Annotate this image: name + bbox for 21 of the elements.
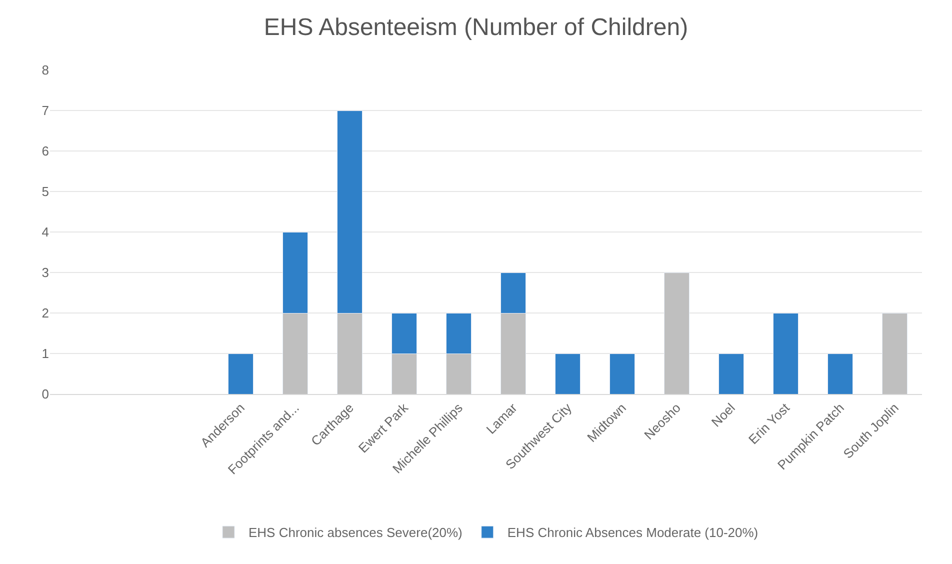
x-tick-label: Erin Yost bbox=[746, 400, 793, 448]
y-tick-label: 2 bbox=[42, 306, 49, 321]
bar bbox=[664, 272, 690, 394]
y-tick-label: 7 bbox=[42, 103, 49, 118]
bar bbox=[610, 353, 635, 394]
bar bbox=[773, 312, 798, 394]
bar bbox=[882, 312, 908, 394]
bar bbox=[828, 353, 853, 394]
y-tick-label: 4 bbox=[42, 224, 49, 240]
legend-label: EHS Chronic absences Severe(20%) bbox=[248, 525, 462, 540]
y-tick-label: 1 bbox=[42, 346, 49, 362]
bar bbox=[555, 353, 580, 394]
bar bbox=[718, 353, 744, 394]
y-tick-label: 6 bbox=[42, 144, 49, 159]
legend-label: EHS Chronic Absences Moderate (10-20%) bbox=[507, 525, 758, 540]
y-tick-label: 8 bbox=[42, 62, 49, 78]
y-tick-label: 3 bbox=[42, 265, 49, 280]
chart-title: EHS Absenteeism (Number of Children) bbox=[264, 14, 688, 41]
bar bbox=[228, 353, 254, 394]
y-tick-label: 5 bbox=[42, 184, 49, 200]
y-tick-label: 0 bbox=[42, 386, 49, 402]
